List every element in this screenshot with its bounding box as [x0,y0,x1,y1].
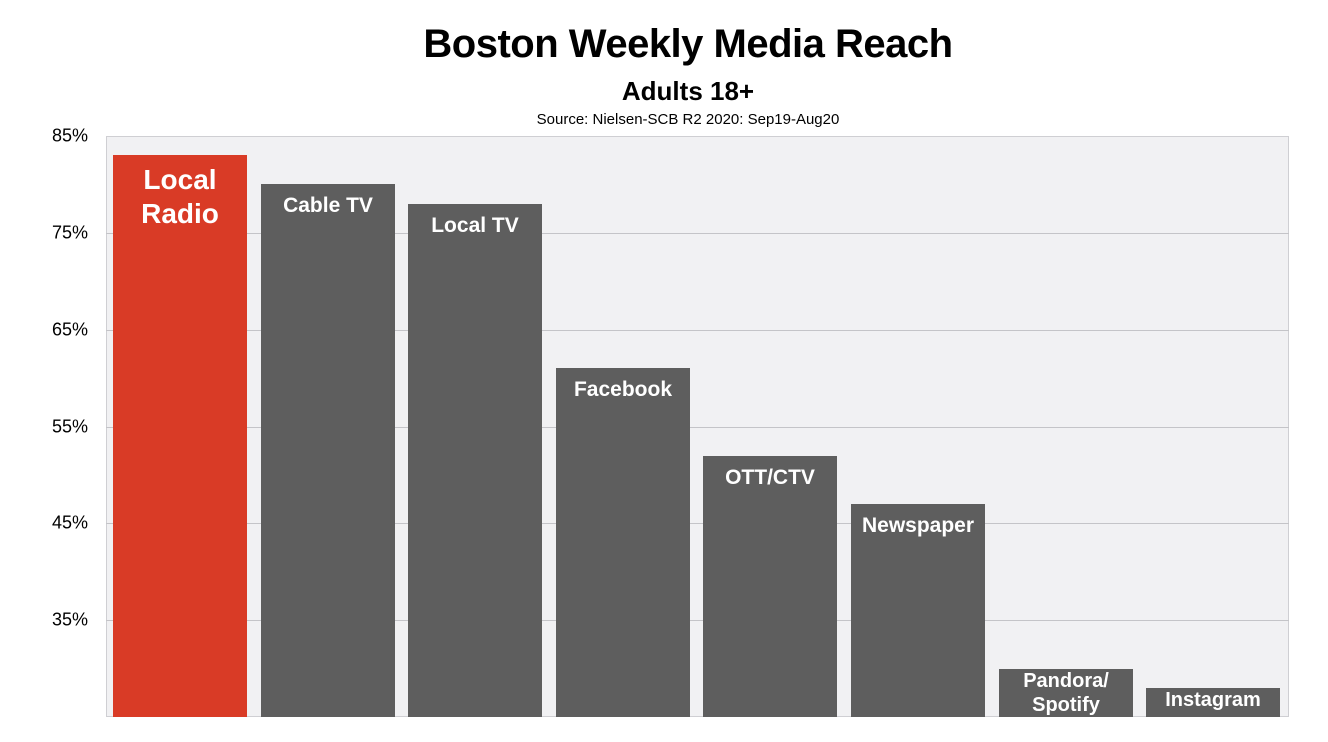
y-tick-label: 45% [51,512,88,533]
gridline [106,427,1289,428]
bar-label: OTT/CTV [725,466,815,489]
y-tick-label: 55% [51,416,88,437]
gridline [106,330,1289,331]
y-tick-label: 85% [51,125,88,146]
bar-label: Cable TV [283,194,373,217]
chart-title: Boston Weekly Media Reach [423,22,953,66]
bar-cable-tv: Cable TV [261,184,395,717]
gridline [106,620,1289,621]
bar-newspaper: Newspaper [851,504,985,717]
bar-label: Local TV [431,214,519,237]
bar-local-tv: Local TV [408,204,542,717]
bar-label: Instagram [1165,689,1261,711]
gridline [106,233,1289,234]
bar-facebook: Facebook [556,368,690,717]
bar-label: Newspaper [861,514,975,537]
bar-instagram: Instagram [1146,688,1280,717]
gridline [106,523,1289,524]
y-tick-label: 75% [51,222,88,243]
bar-pandora-spotify: Pandora/Spotify [999,669,1133,717]
bar-label: Pandora/Spotify [1023,670,1109,716]
chart-source-note: Source: Nielsen-SCB R2 2020: Sep19-Aug20 [536,111,840,128]
chart-subtitle: Adults 18+ [621,76,755,106]
y-tick-label: 65% [51,319,88,340]
bar-label: Facebook [573,378,673,401]
bar-local-radio: Local Radio [113,155,247,717]
bar-label: Local Radio [141,164,219,229]
y-tick-label: 35% [51,609,88,630]
bar-ott-ctv: OTT/CTV [703,456,837,717]
